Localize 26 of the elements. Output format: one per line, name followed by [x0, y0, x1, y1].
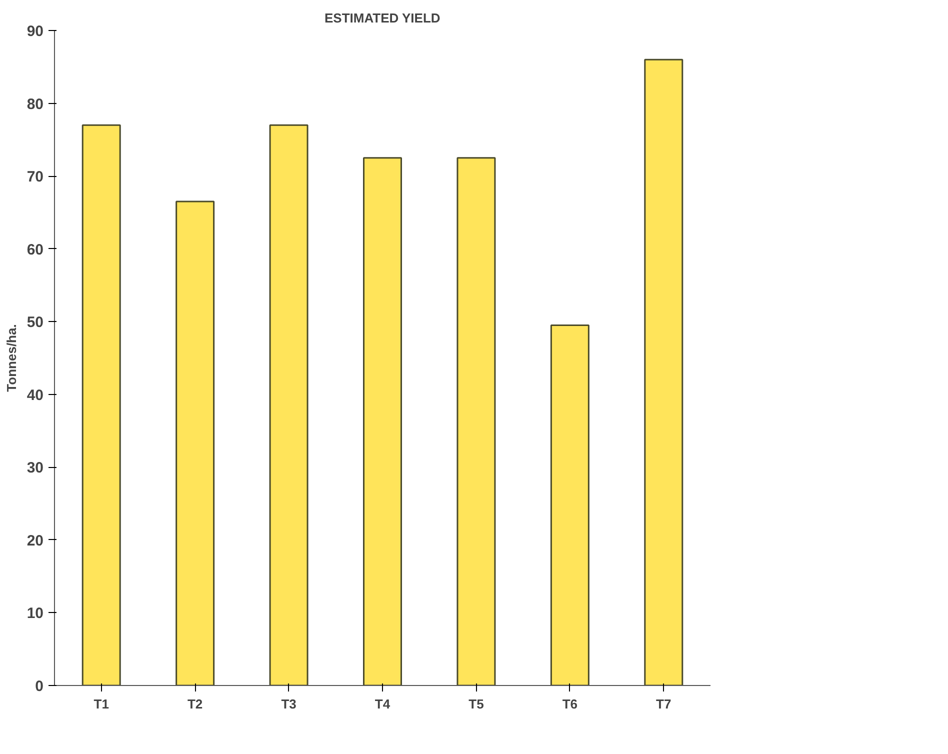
y-tick-label: 50: [26, 314, 44, 332]
bar: [456, 157, 496, 686]
bar: [644, 58, 684, 686]
y-tick-label: 90: [26, 23, 44, 40]
bar: [363, 157, 402, 686]
x-tick-label: T3: [281, 696, 296, 712]
bar: [176, 200, 215, 686]
y-tick-label: 20: [26, 532, 44, 550]
y-tick-label: 80: [26, 96, 44, 113]
bar: [82, 124, 121, 686]
x-tick-label: T4: [374, 696, 391, 712]
y-tick-label: 0: [35, 678, 44, 695]
bar: [269, 124, 308, 686]
x-tick-label: T1: [94, 696, 109, 712]
x-tick-label: T6: [562, 696, 578, 712]
x-tick-label: T7: [656, 696, 672, 712]
x-tick-label: T5: [468, 696, 484, 712]
y-tick-label: 10: [26, 605, 44, 622]
bar: [550, 324, 590, 686]
y-tick-label: 70: [26, 168, 44, 186]
y-tick-label: 60: [26, 241, 44, 258]
y-tick-label: 40: [26, 386, 44, 404]
x-tick-label: T2: [187, 696, 203, 712]
chart-title: ESTIMATED YIELD: [324, 10, 440, 26]
y-tick-label: 30: [26, 460, 44, 477]
y-axis-title: Tonnes/ha.: [4, 324, 19, 392]
